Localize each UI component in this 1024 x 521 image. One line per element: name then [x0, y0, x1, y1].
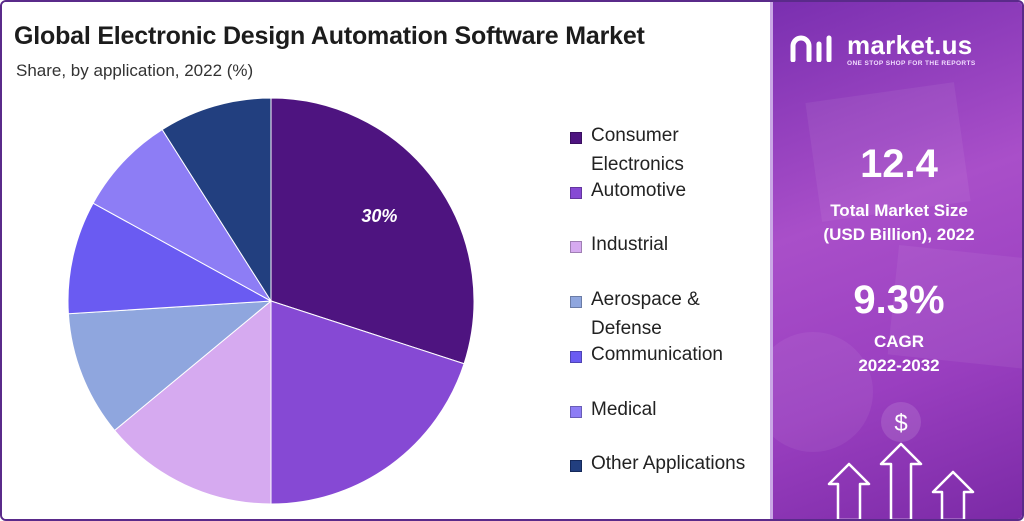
legend-label-6: Other Applications: [591, 453, 746, 474]
legend-item-4: Communication: [570, 344, 761, 369]
legend-item-0: Consumer Electronics: [570, 125, 761, 179]
chart-title: Global Electronic Design Automation Soft…: [14, 22, 645, 50]
legend-swatch-3: [570, 296, 582, 308]
legend-item-6: Other Applications: [570, 453, 761, 478]
legend-label-5: Medical: [591, 399, 657, 420]
pie-slice-2: [113, 299, 272, 505]
pie-slice-4: [67, 202, 273, 315]
legend-swatch-4: [570, 351, 582, 363]
legend-item-3: Aerospace & Defense: [570, 289, 761, 343]
legend-item-5: Medical: [570, 399, 761, 424]
stats-panel: market.us ONE STOP SHOP FOR THE REPORTS …: [770, 2, 1022, 519]
legend-swatch-2: [570, 241, 582, 253]
legend-label-0: Consumer Electronics: [591, 125, 684, 175]
legend-item-1: Automotive: [570, 180, 761, 205]
market-us-logo-icon: [790, 35, 832, 62]
legend-label-1: Automotive: [591, 180, 687, 201]
brand-tagline: ONE STOP SHOP FOR THE REPORTS: [847, 60, 976, 67]
growth-arrows-icon: $: [827, 402, 975, 519]
pie-slice-6: [161, 97, 272, 303]
legend-label-4: Communication: [591, 344, 723, 365]
pie-data-label-0: 30%: [361, 206, 397, 226]
brand-logo: market.us ONE STOP SHOP FOR THE REPORTS: [789, 32, 976, 67]
market-size-value: 12.4: [860, 142, 938, 186]
brand-name: market.us: [847, 30, 973, 60]
legend-swatch-5: [570, 406, 582, 418]
chart-subtitle: Share, by application, 2022 (%): [16, 61, 254, 80]
currency-symbol: $: [894, 410, 907, 437]
pie-slice-0: [270, 97, 475, 365]
market-size-label-line1: Total Market Size: [830, 201, 968, 220]
cagr-label-line1: CAGR: [873, 332, 925, 351]
legend-swatch-0: [570, 132, 582, 144]
legend-label-2: Industrial: [591, 234, 669, 255]
pie-slice-1: [270, 300, 465, 505]
legend-swatch-1: [570, 187, 582, 199]
legend-item-2: Industrial: [570, 234, 761, 259]
pie-slice-5: [92, 128, 272, 302]
legend-swatch-6: [570, 460, 582, 472]
pie-slice-3: [67, 300, 273, 432]
cagr-label-line2: 2022-2032: [858, 356, 940, 375]
market-size-label-line2: (USD Billion), 2022: [823, 225, 975, 244]
legend-label-3: Aerospace & Defense: [591, 289, 700, 339]
chart-panel: Global Electronic Design Automation Soft…: [2, 2, 770, 519]
cagr-value: 9.3%: [853, 278, 945, 322]
pie-chart: 30%: [67, 97, 475, 505]
